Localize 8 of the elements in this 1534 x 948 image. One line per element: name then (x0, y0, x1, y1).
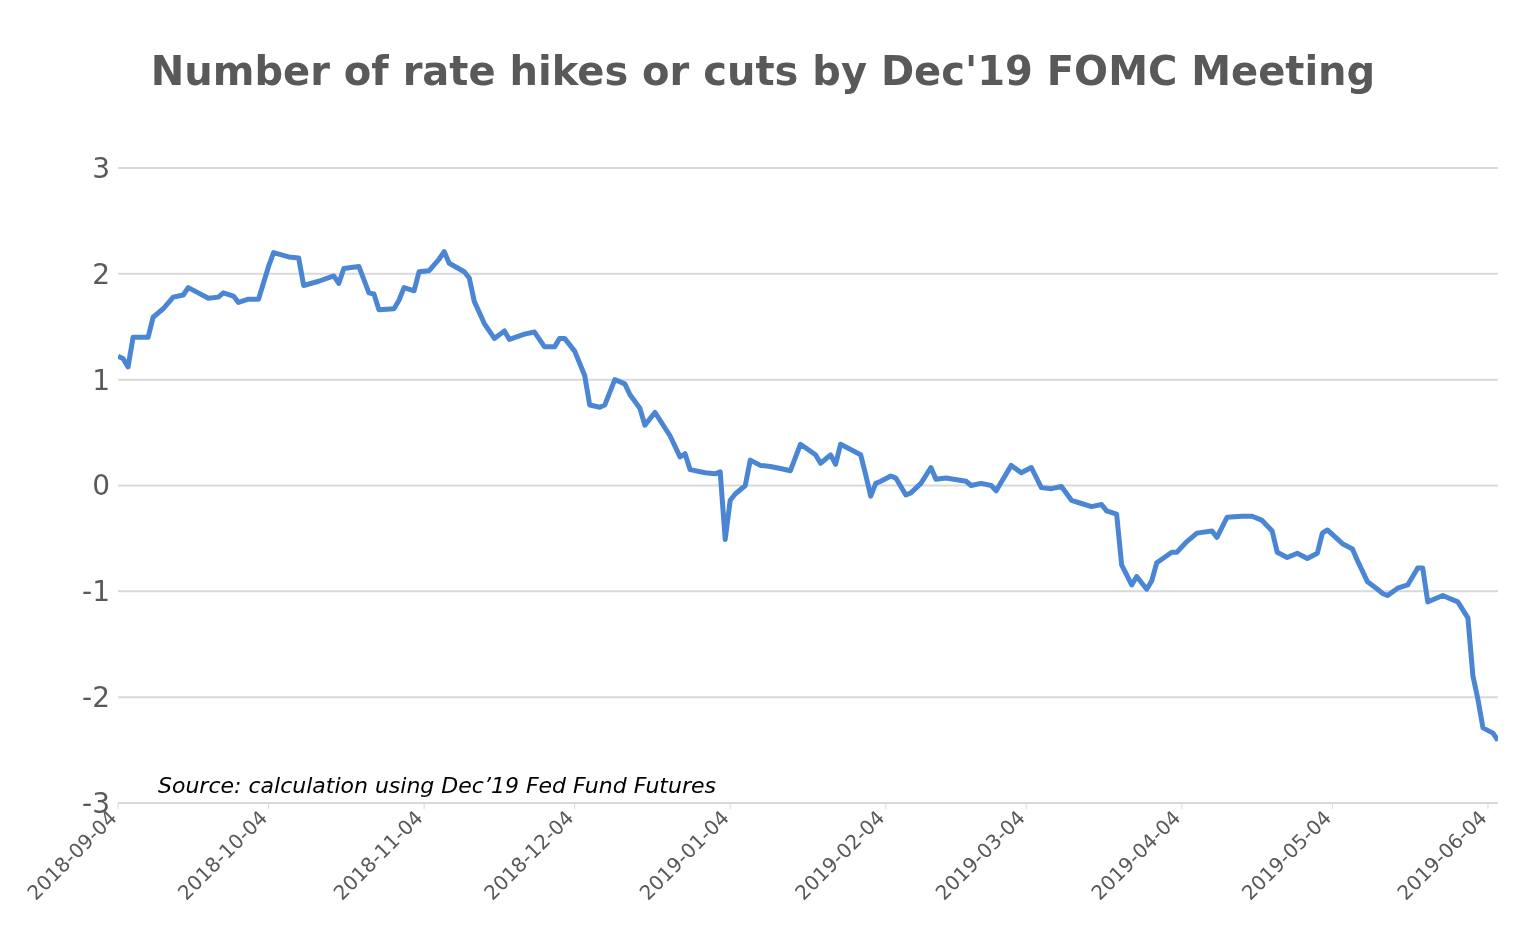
y-tick-label: 0 (92, 469, 110, 503)
y-tick-label: 3 (92, 151, 110, 185)
annotation: Source: calculation using Dec’19 Fed Fund Futures (158, 773, 716, 798)
chart-title: Number of rate hikes or cuts by Dec'19 FOMC Meeting (149, 47, 1377, 96)
y-tick-label: -2 (82, 681, 110, 715)
y-tick-label: -1 (82, 575, 110, 609)
y-tick-label: 1 (92, 363, 110, 397)
y-tick-label: 2 (92, 257, 110, 291)
